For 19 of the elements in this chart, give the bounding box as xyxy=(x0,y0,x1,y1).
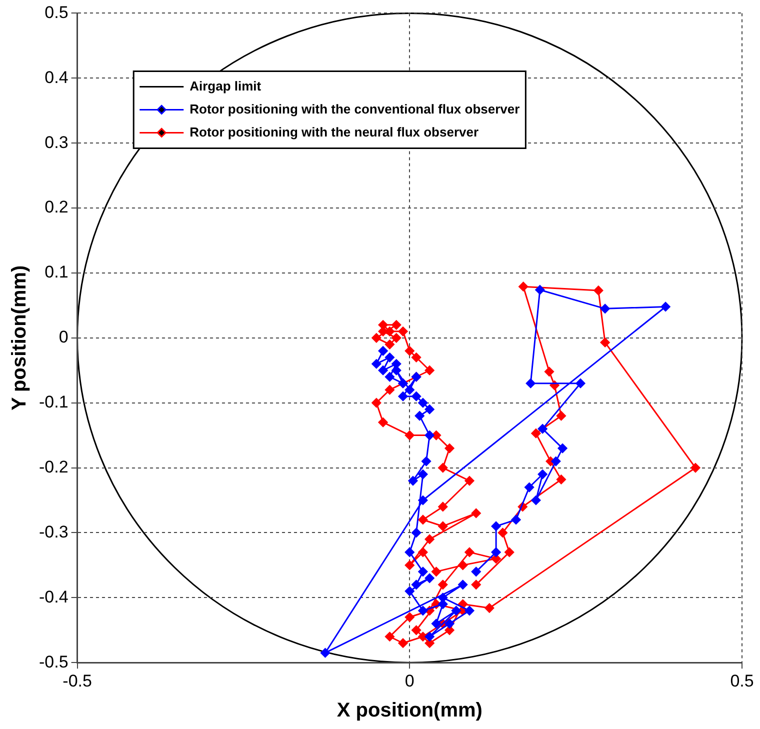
y-tick-label: -0.2 xyxy=(38,457,68,476)
y-tick-label: 0.2 xyxy=(44,198,68,217)
x-tick-label: 0.5 xyxy=(730,671,754,690)
y-tick-label: -0.4 xyxy=(38,587,68,606)
y-tick-label: 0.3 xyxy=(44,132,68,152)
x-axis-title: X position(mm) xyxy=(336,700,482,722)
y-axis-title: Y position(mm) xyxy=(8,265,31,410)
legend-label: Rotor positioning with the conventional flux observer xyxy=(190,101,520,116)
y-tick-label: 0 xyxy=(58,328,68,347)
x-tick-label: -0.5 xyxy=(62,671,92,690)
y-tick-label: 0.1 xyxy=(44,262,68,282)
y-tick-label: -0.1 xyxy=(38,392,68,412)
x-tick-label: 0 xyxy=(404,671,414,690)
y-tick-label: -0.5 xyxy=(38,652,68,672)
y-tick-label: 0.4 xyxy=(44,68,68,87)
y-tick-label: 0.5 xyxy=(44,2,68,22)
legend-label: Rotor positioning with the neural flux observer xyxy=(190,124,479,140)
y-tick-label: -0.3 xyxy=(38,522,68,542)
annotation: Airgap limit xyxy=(190,78,262,94)
